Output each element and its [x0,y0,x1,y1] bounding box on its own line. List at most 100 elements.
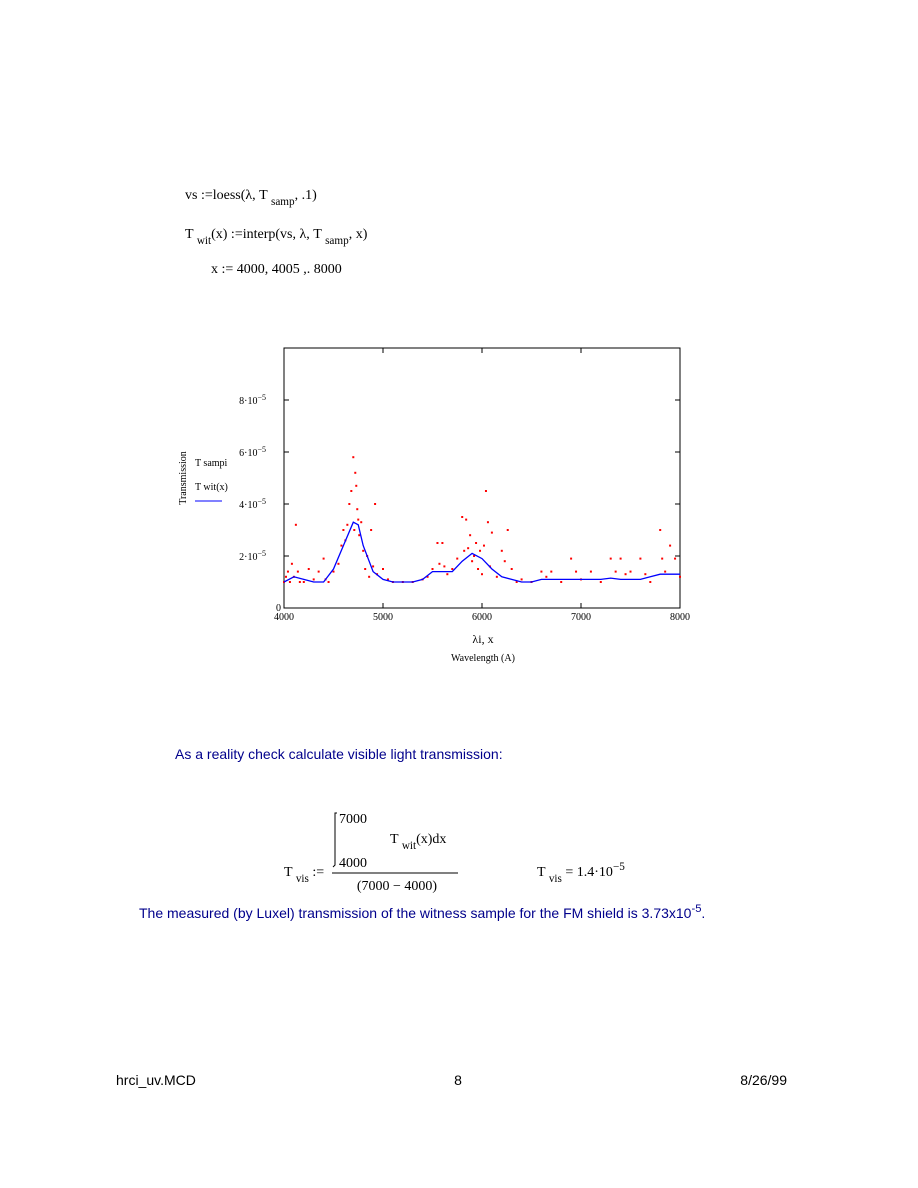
data-point [503,560,506,563]
formula: vs :=loess(λ, T samp, .1) [185,188,317,208]
data-point [355,484,358,487]
data-point [540,570,543,573]
data-point [484,490,487,492]
data-point [357,518,360,521]
data-point [550,570,553,573]
text-piece: T [390,832,402,847]
text-piece: samp [271,196,295,208]
data-point [477,568,480,570]
tick-exp: −5 [257,497,266,506]
footer-file: hrci_uv.MCD [116,1072,196,1088]
data-point [431,568,434,570]
text-piece: , .1) [295,188,318,203]
data-point [619,557,622,560]
tick-base: 8·10 [239,396,257,407]
data-point [364,568,367,570]
x-tick-label: 6000 [472,612,492,623]
data-point [490,531,493,534]
integral-upper: 7000 [339,812,367,827]
text-piece: samp [325,235,349,247]
data-point [475,542,478,544]
data-point [332,570,335,573]
data-point [438,562,441,565]
denominator: (7000 − 4000) [357,879,438,894]
text-piece: , x) [349,227,368,242]
data-point [441,542,444,544]
data-point [639,557,642,560]
data-point [350,490,353,492]
data-point [461,516,464,518]
x-axis-label: λi, x [472,632,493,646]
data-point [589,570,592,573]
plot-frame [283,347,681,609]
footer-page: 8 [454,1072,462,1088]
data-point [669,544,672,547]
data-point [290,562,293,565]
tick-base: 4·10 [239,500,257,511]
text-piece: T [537,865,549,880]
data-point [322,557,325,560]
y-tick-label: 0 [276,603,281,614]
data-point [500,549,503,552]
data-point [426,575,429,578]
data-point [471,560,474,563]
y-tick-label: 8·10−5 [239,393,266,408]
formula: T wit(x) :=interp(vs, λ, T samp, x) [185,227,368,247]
text-piece: −5 [613,861,625,873]
data-point [294,523,297,526]
data-point [495,575,498,578]
data-point [463,549,466,552]
integral-result: T vis = 1.4·10−5 [537,861,625,885]
data-point [664,570,667,573]
text-piece: -5 [691,903,701,915]
data-point [286,570,289,573]
data-point [353,529,356,531]
data-point [446,573,449,576]
data-point [545,575,548,578]
data-point [679,575,681,578]
data-point [649,581,652,583]
data-point [469,534,472,537]
text-piece: = 1.4·10 [562,865,613,880]
x-tick-label: 4000 [274,612,294,623]
data-point [599,581,602,583]
text-piece: The measured (by Luxel) transmission of … [139,905,692,921]
data-point [609,557,612,560]
text-piece: vis [549,873,562,885]
y-axis-label: Transmission [178,451,189,505]
data-point [510,568,513,570]
data-point [644,573,647,576]
data-point [327,581,330,583]
data-point [340,544,343,547]
data-point [443,565,446,568]
footer-date: 8/26/99 [740,1072,787,1088]
data-point [560,581,563,583]
text-piece: x := 4000, 4005 ,. 8000 [211,262,342,277]
data-point [360,521,363,524]
tick-exp: −5 [257,549,266,558]
data-point [520,578,523,581]
text-piece: T [284,865,296,880]
text-piece: vis [296,873,309,885]
text-piece: vs :=loess(λ, T [185,188,271,203]
data-point [307,568,310,570]
data-point [337,562,340,565]
data-point [312,578,315,581]
data-point [629,570,632,573]
data-point [346,523,349,526]
fit-line [283,521,680,583]
data-point [352,456,355,459]
data-point [614,570,617,573]
integral-sign [332,812,337,868]
tick-exp: −5 [257,393,266,402]
text-piece: := [309,865,324,880]
data-point [296,570,299,573]
data-point [370,529,373,531]
data-point [482,544,485,547]
tick-exp: −5 [257,445,266,454]
integrand: T wit(x)dx [390,832,446,852]
data-point [342,529,345,531]
data-point [298,581,301,583]
x-tick-label: 8000 [670,612,690,623]
